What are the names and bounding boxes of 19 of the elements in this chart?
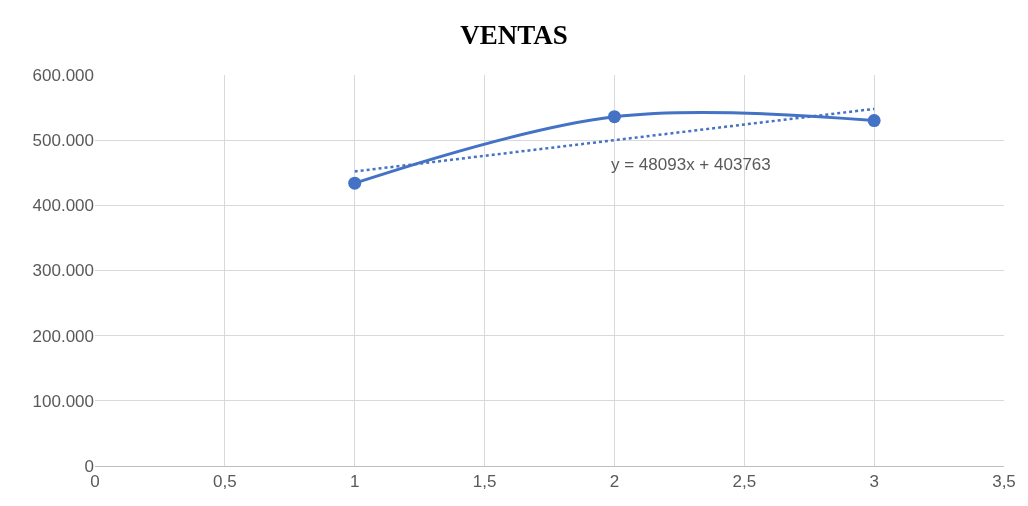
y-tick-label: 0 [84, 456, 94, 476]
x-tick-label: 0,5 [213, 472, 237, 492]
x-tick-label: 3,5 [992, 472, 1016, 492]
x-tick-label: 2 [609, 472, 620, 492]
point [867, 114, 881, 128]
point [607, 110, 621, 124]
y-tick-label: 300.000 [32, 261, 94, 281]
y-tick-label: 100.000 [32, 391, 94, 411]
point [348, 176, 362, 190]
y-tick-label: 400.000 [32, 196, 94, 216]
x-tick-label: 2,5 [732, 472, 757, 492]
y-tick-label: 200.000 [32, 326, 94, 346]
x-tick-label: 1,5 [472, 472, 497, 492]
x-tick-label: 1 [349, 472, 360, 492]
x-tick-label: 3 [869, 472, 879, 492]
y-tick-label: 500.000 [32, 131, 94, 151]
y-tick-label: 600.000 [32, 65, 94, 85]
annotation: y = 48093x + 403763 [611, 155, 771, 174]
chart-title: VENTAS [460, 20, 568, 51]
